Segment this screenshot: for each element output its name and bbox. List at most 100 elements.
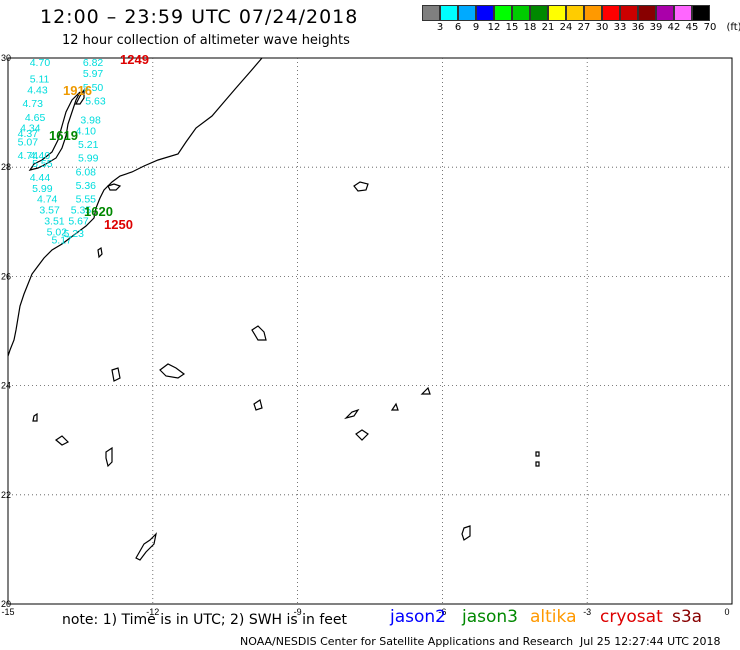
wave-height-value: 6.08	[76, 166, 97, 178]
wave-height-value: 5.63	[85, 95, 106, 107]
pass-label-1249: 1249	[120, 52, 149, 67]
lon-tick-label: -9	[294, 607, 302, 617]
legend-cryosat: cryosat	[600, 607, 663, 627]
island-a	[251, 325, 267, 341]
axis-tick-labels: -15 -12 -9 -6 -3 0 30 28 26 24 22 20	[1, 53, 730, 617]
footer-credit: NOAA/NESDIS Center for Satellite Applica…	[240, 635, 574, 648]
legend-label: 9	[472, 22, 480, 33]
legend-jason3: jason3	[462, 607, 518, 627]
legend-label: 27	[577, 22, 591, 33]
wave-height-value: 4.44	[30, 172, 51, 184]
wave-height-value: 5.67	[68, 216, 89, 228]
lat-tick-label: 30	[1, 53, 11, 63]
legend-swatch	[620, 5, 638, 21]
lon-tick-label: -15	[1, 607, 14, 617]
legend-label: 21	[541, 22, 555, 33]
legend-swatch	[494, 5, 512, 21]
pass-label-1620: 1620	[84, 204, 113, 219]
wave-height-value: 5.36	[76, 180, 97, 192]
legend-label: 24	[559, 22, 573, 33]
legend-altika: altika	[530, 607, 577, 627]
lon-tick-label: -12	[146, 607, 159, 617]
wave-height-value: 5.35	[71, 205, 92, 217]
wave-height-value: 4.74	[37, 194, 58, 206]
legend-swatch	[602, 5, 620, 21]
legend-swatch	[530, 5, 548, 21]
island-m	[461, 525, 471, 541]
wave-height-value: 3.98	[80, 115, 101, 127]
wave-height-value: 4.37	[18, 128, 39, 140]
legend-label: 45	[685, 22, 699, 33]
legend-label: 30	[595, 22, 609, 33]
island-j	[54, 435, 70, 446]
wave-height-value: 5.07	[18, 136, 39, 148]
legend-unit: (ft)	[726, 22, 740, 33]
legend-label: 12	[487, 22, 501, 33]
legend-label: 15	[505, 22, 519, 33]
wave-height-value: 5.97	[83, 68, 104, 80]
legend-swatch	[674, 5, 692, 21]
lon-tick-label: -3	[583, 607, 591, 617]
island-n	[135, 532, 157, 561]
island-canary-east	[353, 181, 369, 192]
wave-height-value: 5.17	[51, 235, 72, 247]
lon-tick-label: 0	[724, 607, 729, 617]
island-c	[111, 367, 121, 382]
wave-height-value: 5.21	[78, 139, 99, 151]
legend-label: 39	[649, 22, 663, 33]
legend-swatch	[548, 5, 566, 21]
legend-label: 18	[523, 22, 537, 33]
wave-height-value: 5.99	[32, 183, 53, 195]
lat-tick-label: 22	[1, 490, 11, 500]
legend-swatch	[566, 5, 584, 21]
wave-height-value: 4.10	[76, 125, 97, 137]
wave-height-value: 4.65	[25, 112, 46, 124]
island-e	[344, 408, 360, 420]
legend-label: 36	[631, 22, 645, 33]
wave-height-value: 3.57	[39, 205, 60, 217]
pass-label-1916: 1916	[63, 83, 92, 98]
legend-swatch	[692, 5, 710, 21]
legend-label: 3	[436, 22, 444, 33]
legend-s3a: s3a	[672, 607, 703, 627]
footer-timestamp: Jul 25 12:27:44 UTC 2018	[580, 635, 721, 648]
wave-height-value: 5.55	[76, 194, 97, 206]
legend-swatch	[584, 5, 602, 21]
island-fuerteventura	[28, 91, 81, 171]
legend-jason2: jason2	[390, 607, 446, 627]
island-k	[105, 446, 113, 468]
island-l	[535, 451, 540, 467]
pass-label-1619: 1619	[49, 128, 78, 143]
island-f	[390, 402, 399, 411]
grid-lines	[8, 58, 732, 604]
wave-height-labels: 4.70 6.825.97 5.114.43 5.505.63 4.73 4.65 3.98…	[18, 57, 106, 246]
africa-coastline	[7, 57, 263, 357]
wave-height-value: 5.50	[83, 82, 104, 94]
legend-swatch	[422, 5, 440, 21]
page-title: 12:00 – 23:59 UTC 07/24/2018	[40, 6, 359, 28]
wave-height-value: 4.34	[20, 123, 41, 135]
island-i	[32, 412, 38, 422]
wave-height-value: 5.99	[78, 153, 99, 165]
legend-swatch	[458, 5, 476, 21]
wave-height-value: 5.55	[32, 158, 53, 170]
wave-height-value: 4.74	[18, 150, 39, 162]
note-text: note: 1) Time is in UTC; 2) SWH is in fe…	[62, 612, 348, 628]
legend-swatch	[476, 5, 494, 21]
legend-swatch	[440, 5, 458, 21]
lat-tick-label: 20	[1, 599, 11, 609]
legend-swatch	[512, 5, 530, 21]
legend-swatch	[638, 5, 656, 21]
color-legend	[422, 5, 710, 21]
legend-label: 6	[454, 22, 462, 33]
island-g	[420, 386, 431, 395]
wave-height-value: 4.40	[30, 150, 51, 162]
legend-swatch	[656, 5, 674, 21]
page-subtitle: 12 hour collection of altimeter wave hei…	[62, 33, 350, 48]
wave-height-value: 3.51	[44, 216, 65, 228]
island-h	[355, 429, 369, 441]
lat-tick-label: 26	[1, 271, 11, 281]
island-canary-small	[107, 183, 122, 191]
